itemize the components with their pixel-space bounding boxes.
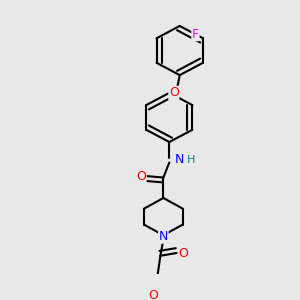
Text: O: O	[136, 169, 146, 183]
Text: O: O	[169, 86, 179, 99]
Text: N: N	[175, 153, 184, 166]
Text: O: O	[148, 289, 158, 300]
Text: O: O	[178, 247, 188, 260]
Text: N: N	[159, 230, 168, 243]
Text: F: F	[192, 28, 199, 41]
Text: H: H	[187, 155, 195, 165]
